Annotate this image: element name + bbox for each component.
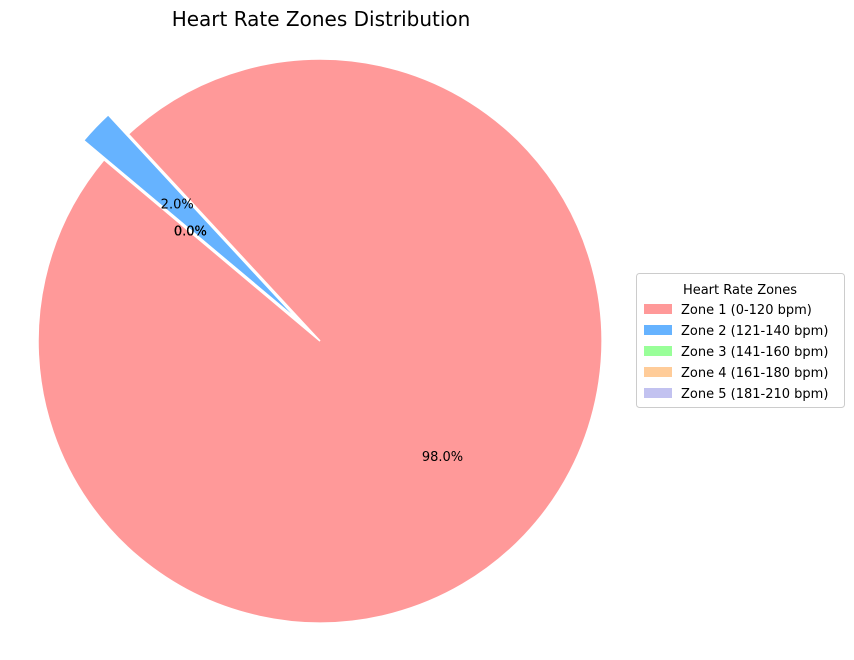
legend-label-zone-4-161-180-bpm: Zone 4 (161-180 bpm) xyxy=(681,366,828,381)
legend-label-zone-2-121-140-bpm: Zone 2 (121-140 bpm) xyxy=(681,324,828,339)
legend-swatch-zone-2-121-140-bpm xyxy=(644,325,672,335)
legend-swatch-zone-3-141-160-bpm xyxy=(644,346,672,356)
pie-label-zone-1-0-120-bpm: 98.0% xyxy=(422,450,463,465)
legend-items: Zone 1 (0-120 bpm) Zone 2 (121-140 bpm) Zo… xyxy=(644,303,828,402)
legend-frame xyxy=(636,273,845,408)
pie-label-zone-4-161-180-bpm: 0.0% xyxy=(174,225,207,240)
pie-label-zone-5-181-210-bpm: 0.0% xyxy=(174,225,207,240)
legend-swatch-zone-5-181-210-bpm xyxy=(644,388,672,398)
pie-label-zone-2-121-140-bpm: 2.0% xyxy=(161,198,194,213)
pie-slice-zone-1-0-120-bpm xyxy=(37,58,603,624)
legend-swatch-zone-4-161-180-bpm xyxy=(644,367,672,377)
legend-swatch-zone-1-0-120-bpm xyxy=(644,304,672,314)
legend-label-zone-5-181-210-bpm: Zone 5 (181-210 bpm) xyxy=(681,387,828,402)
legend-label-zone-3-141-160-bpm: Zone 3 (141-160 bpm) xyxy=(681,345,828,360)
pie-label-zone-3-141-160-bpm: 0.0% xyxy=(174,225,207,240)
legend: Heart Rate Zones Zone 1 (0-120 bpm)Zone … xyxy=(636,273,845,408)
chart-title: Heart Rate Zones Distribution xyxy=(172,7,471,31)
legend-title: Heart Rate Zones xyxy=(683,283,797,298)
pie-slice-zone-2-121-140-bpm xyxy=(82,113,301,323)
pie-labels: 98.0%2.0%0.0%0.0%0.0% xyxy=(161,198,464,466)
pie-slices xyxy=(37,58,603,624)
legend-label-zone-1-0-120-bpm: Zone 1 (0-120 bpm) xyxy=(681,303,812,318)
